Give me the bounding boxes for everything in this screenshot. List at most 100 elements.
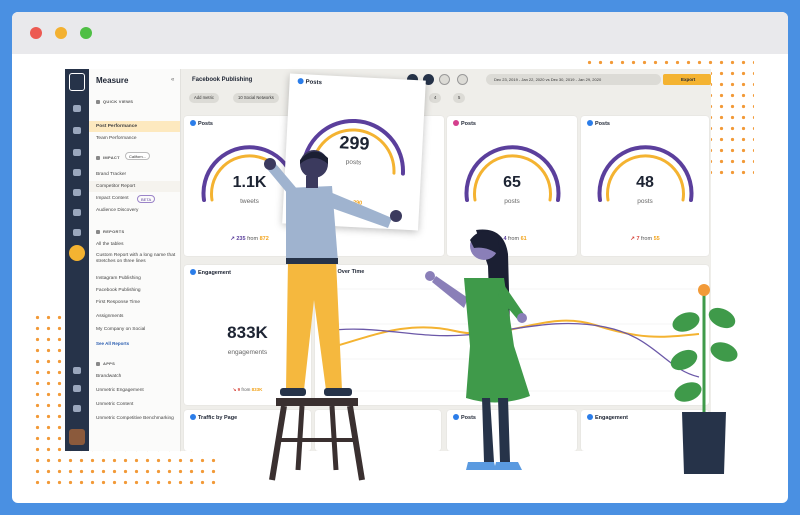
linkedin-icon [587,120,593,126]
more-icon[interactable] [457,74,468,85]
avatar[interactable] [69,429,85,445]
sidebar-item-report[interactable]: Instagram Publishing [96,276,141,281]
quick-views-icon [96,99,100,104]
apps-icon[interactable] [73,367,81,374]
card-title: Traffic by Page [190,414,237,421]
section-impact: IMPACT [96,155,120,160]
impact-location-select[interactable]: Californ... [125,152,151,160]
logo-icon[interactable] [69,73,85,91]
help-icon[interactable] [73,405,81,412]
sidebar-item-post-performance[interactable]: Post Performance [96,124,138,129]
networks-filter[interactable]: 10 Social Networks [233,93,279,103]
sidebar-item-report[interactable]: Custom Report with a long name that stre… [96,253,176,264]
impact-icon [96,155,100,160]
analytics-icon[interactable] [69,245,85,261]
engagement-unit: engagements [227,349,268,356]
reports-icon [96,229,100,234]
woman-illustration [425,229,530,470]
report-header: Facebook Publishing Dec 23, 2019 - Jan 2… [181,69,711,103]
icon-rail [65,69,89,451]
section-label: REPORTS [103,229,125,234]
section-apps: APPS [96,361,115,366]
section-quick-views: QUICK VIEWS [96,99,133,104]
card-title: Posts [297,77,322,86]
filter-chip[interactable]: 5 [453,93,466,103]
active-item-highlight [89,121,180,132]
gauge-comparison: ↗ 235 from 872 [230,236,269,242]
card-title: Posts [587,120,610,127]
hover-item-highlight [89,181,180,192]
gauge-value: 65 [503,174,521,191]
gauge-unit: posts [637,198,653,205]
sidebar-item-brand-tracker[interactable]: Brand Tracker [96,172,127,177]
card-title: Posts [453,120,476,127]
card-title: Engagement [190,269,231,276]
gauge-comparison: ↗ 7 from 55 [630,236,660,242]
facebook-icon [297,77,304,85]
card-title: Posts [453,414,476,421]
traffic-by-page-card: Traffic by Page [184,410,311,451]
grid-icon[interactable] [73,127,81,134]
measure-sidebar: Measure « QUICK VIEWS Post Performance T… [89,69,181,451]
sidebar-item-report[interactable]: My Company on Social [96,327,146,332]
gauge-unit: posts [504,198,520,205]
megaphone-icon[interactable] [73,169,81,176]
gauge-value: 48 [636,174,654,191]
facebook-icon [587,414,593,420]
plant-illustration [670,284,738,474]
sidebar-item-audience-discovery[interactable]: Audience Discovery [96,208,139,213]
card-title: Engagement [587,414,628,421]
sidebar-item-app[interactable]: Unmetric Engagement [96,388,144,393]
notifications-icon[interactable] [73,385,81,392]
gauge-value: 1.1K [232,174,267,191]
sidebar-item-report[interactable]: First Response Time [96,300,140,305]
see-all-reports-link[interactable]: See All Reports [96,341,130,346]
sidebar-item-report[interactable]: All the tables [96,242,124,247]
facebook-icon [190,414,196,420]
card-title: Posts [190,120,213,127]
sidebar-item-team-performance[interactable]: Team Performance [96,136,137,141]
posts-gauge [597,145,694,202]
inbox-icon[interactable] [73,149,81,156]
facebook-icon [190,269,196,275]
twitter-icon [190,120,196,126]
section-reports: REPORTS [96,229,124,234]
minimize-window-button[interactable] [55,27,67,39]
section-label: APPS [103,361,116,366]
sidebar-item-report[interactable]: Facebook Publishing [96,288,141,293]
window-titlebar [12,12,788,54]
tasks-icon[interactable] [73,209,81,216]
close-window-button[interactable] [30,27,42,39]
sidebar-item-competitor-report[interactable]: Competitor Report [96,184,136,189]
add-metric-button[interactable]: Add metric [189,93,220,103]
maximize-window-button[interactable] [80,27,92,39]
beta-badge: BETA [137,195,156,203]
calendar-icon[interactable] [73,189,81,196]
page-title: Facebook Publishing [192,77,253,83]
instagram-icon [453,120,459,126]
sidebar-item-app[interactable]: Unmetric Content [96,402,134,407]
user-icon[interactable] [423,74,434,85]
engagement-value: 833K [227,323,268,342]
sidebar-item-report[interactable]: Assignments [96,314,124,319]
date-range-picker[interactable]: Dec 23, 2019 - Jan 22, 2020 vs Dec 30, 2… [486,74,661,85]
collapse-sidebar-button[interactable]: « [171,77,175,83]
sidebar-item-app[interactable]: Unmetric Competitive Benchmarking [96,416,174,421]
section-label: IMPACT [103,155,120,160]
posts-gauge [464,145,561,202]
facebook-icon [453,414,459,420]
sidebar-item-app[interactable]: Brandwatch [96,374,122,379]
sidebar-item-impact-content[interactable]: Impact Content [96,196,129,201]
calendar-icon[interactable] [439,74,450,85]
card-title: Posts Over Time [321,269,365,275]
posts-bottom-card: Posts [447,410,577,451]
sidebar-title: Measure [96,76,129,85]
man-on-stool-illustration [264,150,402,481]
apps-icon [96,361,100,366]
engagement-comparison: ↘ 9 from 833K [232,387,263,392]
compose-icon[interactable] [73,105,81,112]
filter-chip[interactable]: 4 [429,93,442,103]
listening-icon[interactable] [73,229,81,236]
export-button[interactable]: Export [663,74,711,85]
posts-card-linkedin: Posts 48 posts ↗ 7 from 55 [581,116,709,256]
